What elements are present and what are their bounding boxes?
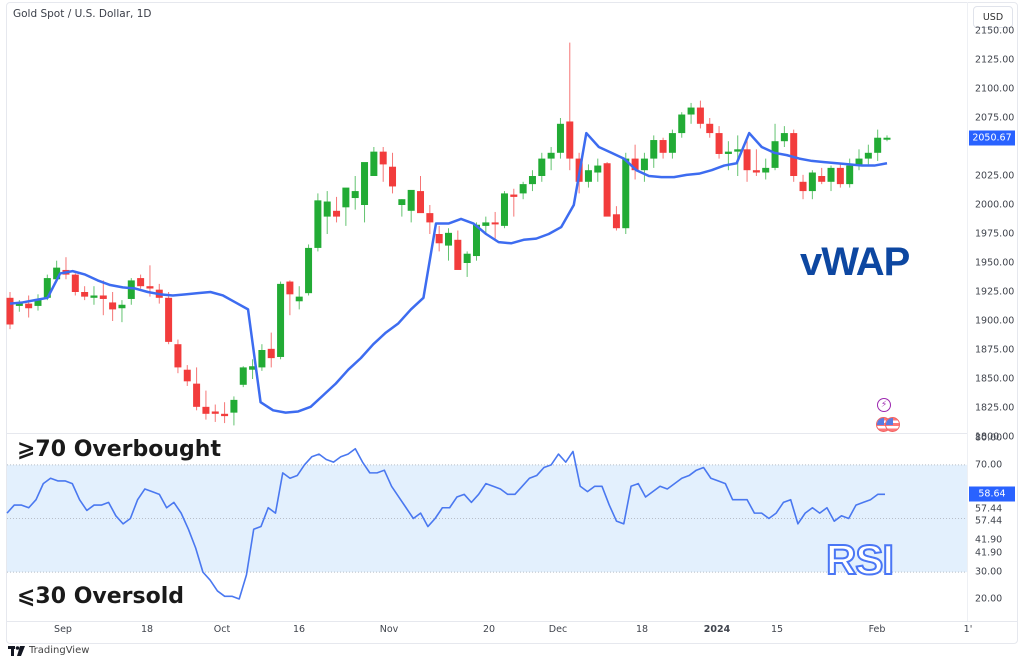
time-tick-label: 15 — [770, 624, 784, 635]
time-tick-label: 1' — [963, 624, 973, 635]
price-tick-label: 1900.00 — [975, 315, 1015, 327]
rsi-tick-label: 57.44 — [975, 503, 1003, 515]
oversold-annotation: ⩽30 Oversold — [17, 584, 185, 609]
price-tick-label: 1950.00 — [975, 257, 1015, 269]
rsi-tick-label: 30.00 — [975, 566, 1003, 578]
rsi-last-badge: 58.64 — [969, 486, 1015, 502]
price-tick-label: 1800.00 — [975, 431, 1015, 443]
tradingview-logo-icon — [8, 645, 25, 656]
price-tick-label: 1825.00 — [975, 402, 1015, 414]
price-axis-divider — [967, 2, 968, 622]
time-tick-label: Feb — [868, 624, 886, 635]
last-price-badge: 2050.67 — [969, 130, 1015, 146]
time-tick-label: 20 — [482, 624, 496, 635]
time-tick-label: 18 — [635, 624, 649, 635]
rsi-annotation: RSI — [825, 535, 895, 584]
price-tick-label: 1850.00 — [975, 373, 1015, 385]
vwap-annotation: vWAP — [800, 240, 910, 284]
time-tick-label: Nov — [379, 624, 399, 635]
price-tick-label: 2150.00 — [975, 25, 1015, 37]
time-tick-label: Dec — [548, 624, 568, 635]
time-tick-label: 18 — [140, 624, 154, 635]
tradingview-logo[interactable]: TradingView — [8, 645, 89, 656]
rsi-tick-label: 80.00 — [975, 432, 1003, 444]
rsi-tick-label: 41.90 — [975, 534, 1003, 546]
overbought-annotation: ⩾70 Overbought — [17, 437, 221, 462]
pane-divider[interactable] — [6, 433, 967, 434]
chart-title: Gold Spot / U.S. Dollar, 1D — [13, 8, 152, 20]
time-tick-label: 2024 — [703, 624, 731, 635]
price-tick-label: 1925.00 — [975, 286, 1015, 298]
time-tick-label: 16 — [292, 624, 306, 635]
lightning-event-icon[interactable]: ⚡ — [877, 398, 891, 412]
price-tick-label: 2100.00 — [975, 83, 1015, 95]
time-tick-label: Sep — [54, 624, 72, 635]
rsi-tick-label: 57.44 — [975, 515, 1003, 527]
rsi-tick-label: 20.00 — [975, 593, 1003, 605]
us-flag-event-icon[interactable] — [885, 417, 900, 432]
price-tick-label: 1875.00 — [975, 344, 1015, 356]
tradingview-brand: TradingView — [29, 645, 90, 656]
time-tick-label: Oct — [213, 624, 231, 635]
rsi-tick-label: 70.00 — [975, 459, 1003, 471]
price-tick-label: 1975.00 — [975, 228, 1015, 240]
price-tick-label: 2075.00 — [975, 112, 1015, 124]
rsi-tick-label: 41.90 — [975, 547, 1003, 559]
time-axis-divider — [6, 621, 1018, 622]
price-tick-label: 2000.00 — [975, 199, 1015, 211]
price-tick-label: 2125.00 — [975, 54, 1015, 66]
price-tick-label: 2025.00 — [975, 170, 1015, 182]
currency-button[interactable]: USD — [973, 6, 1013, 28]
